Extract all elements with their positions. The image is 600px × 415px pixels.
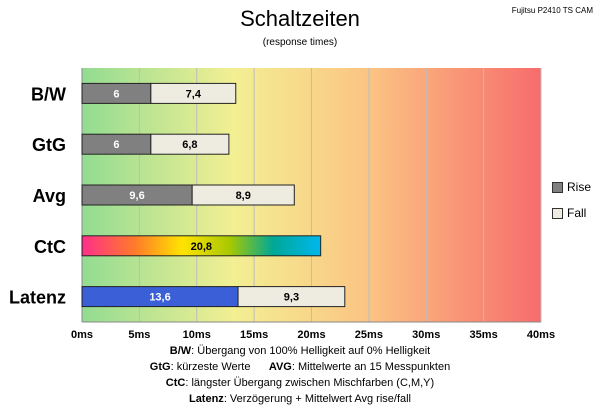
fall-bar <box>150 82 237 104</box>
rise-bar <box>81 235 322 257</box>
fall-value-label: 8,9 <box>236 190 251 202</box>
caption-line-ctc: CtC: längster Übergang zwischen Mischfar… <box>0 375 600 391</box>
fall-swatch <box>552 208 563 219</box>
caption-line-gtg: GtG: kürzeste Werte AVG: Mittelwerte an … <box>0 359 600 375</box>
rise-value-label: 20,8 <box>191 241 212 253</box>
caption-key: AVG <box>268 361 292 373</box>
category-label: GtG <box>32 135 66 155</box>
rise-swatch <box>552 182 563 193</box>
caption-text: : Verzögerung + Mittelwert Avg rise/fall <box>223 393 412 405</box>
x-tick-label: 5ms <box>128 329 150 341</box>
fall-value-label: 9,3 <box>284 292 299 304</box>
x-tick-label: 0ms <box>71 329 93 341</box>
caption-text: : Übergang von 100% Helligkeit auf 0% He… <box>191 345 431 357</box>
x-tick-label: 15ms <box>240 329 268 341</box>
category-label: Latenz <box>9 288 66 308</box>
caption-line-bw: B/W: Übergang von 100% Helligkeit auf 0%… <box>0 343 600 359</box>
caption-key: CtC <box>165 377 186 389</box>
chart-subtitle: (response times) <box>262 37 338 48</box>
fall-bar <box>191 184 295 206</box>
x-tick-label: 20ms <box>297 329 325 341</box>
caption-key: GtG <box>149 361 171 373</box>
x-tick-label: 10ms <box>183 329 211 341</box>
caption-line-latenz: Latenz: Verzögerung + Mittelwert Avg ris… <box>0 391 600 407</box>
caption-key: Latenz <box>188 393 224 405</box>
caption-text: : längster Übergang zwischen Mischfarben… <box>185 377 435 389</box>
x-tick-label: 25ms <box>355 329 383 341</box>
caption-text: : Mittelwerte an 15 Messpunkten <box>291 361 451 373</box>
fall-value-label: 7,4 <box>186 88 202 100</box>
chart-caption: B/W: Übergang von 100% Helligkeit auf 0%… <box>0 343 600 407</box>
caption-text: : kürzeste Werte <box>170 361 251 373</box>
rise-value-label: 9,6 <box>129 190 144 202</box>
category-label: CtC <box>34 237 66 257</box>
rise-value-label: 6 <box>113 88 119 100</box>
rise-value-label: 6 <box>113 139 119 151</box>
fall-bar <box>237 286 346 308</box>
legend-label-rise: Rise <box>567 180 592 194</box>
x-tick-label: 35ms <box>470 329 498 341</box>
category-label: B/W <box>31 84 66 104</box>
fall-value-label: 6,8 <box>182 139 197 151</box>
x-tick-label: 30ms <box>412 329 440 341</box>
rise-value-label: 13,6 <box>149 292 170 304</box>
x-tick-label: 40ms <box>527 329 555 341</box>
chart-title: Schaltzeiten <box>240 6 360 31</box>
fall-bar <box>150 133 230 155</box>
category-label: Avg <box>33 186 66 206</box>
monitor-model-label: Fujitsu P2410 TS CAM <box>511 6 593 15</box>
caption-key: B/W <box>169 345 192 357</box>
legend-label-fall: Fall <box>567 206 587 220</box>
